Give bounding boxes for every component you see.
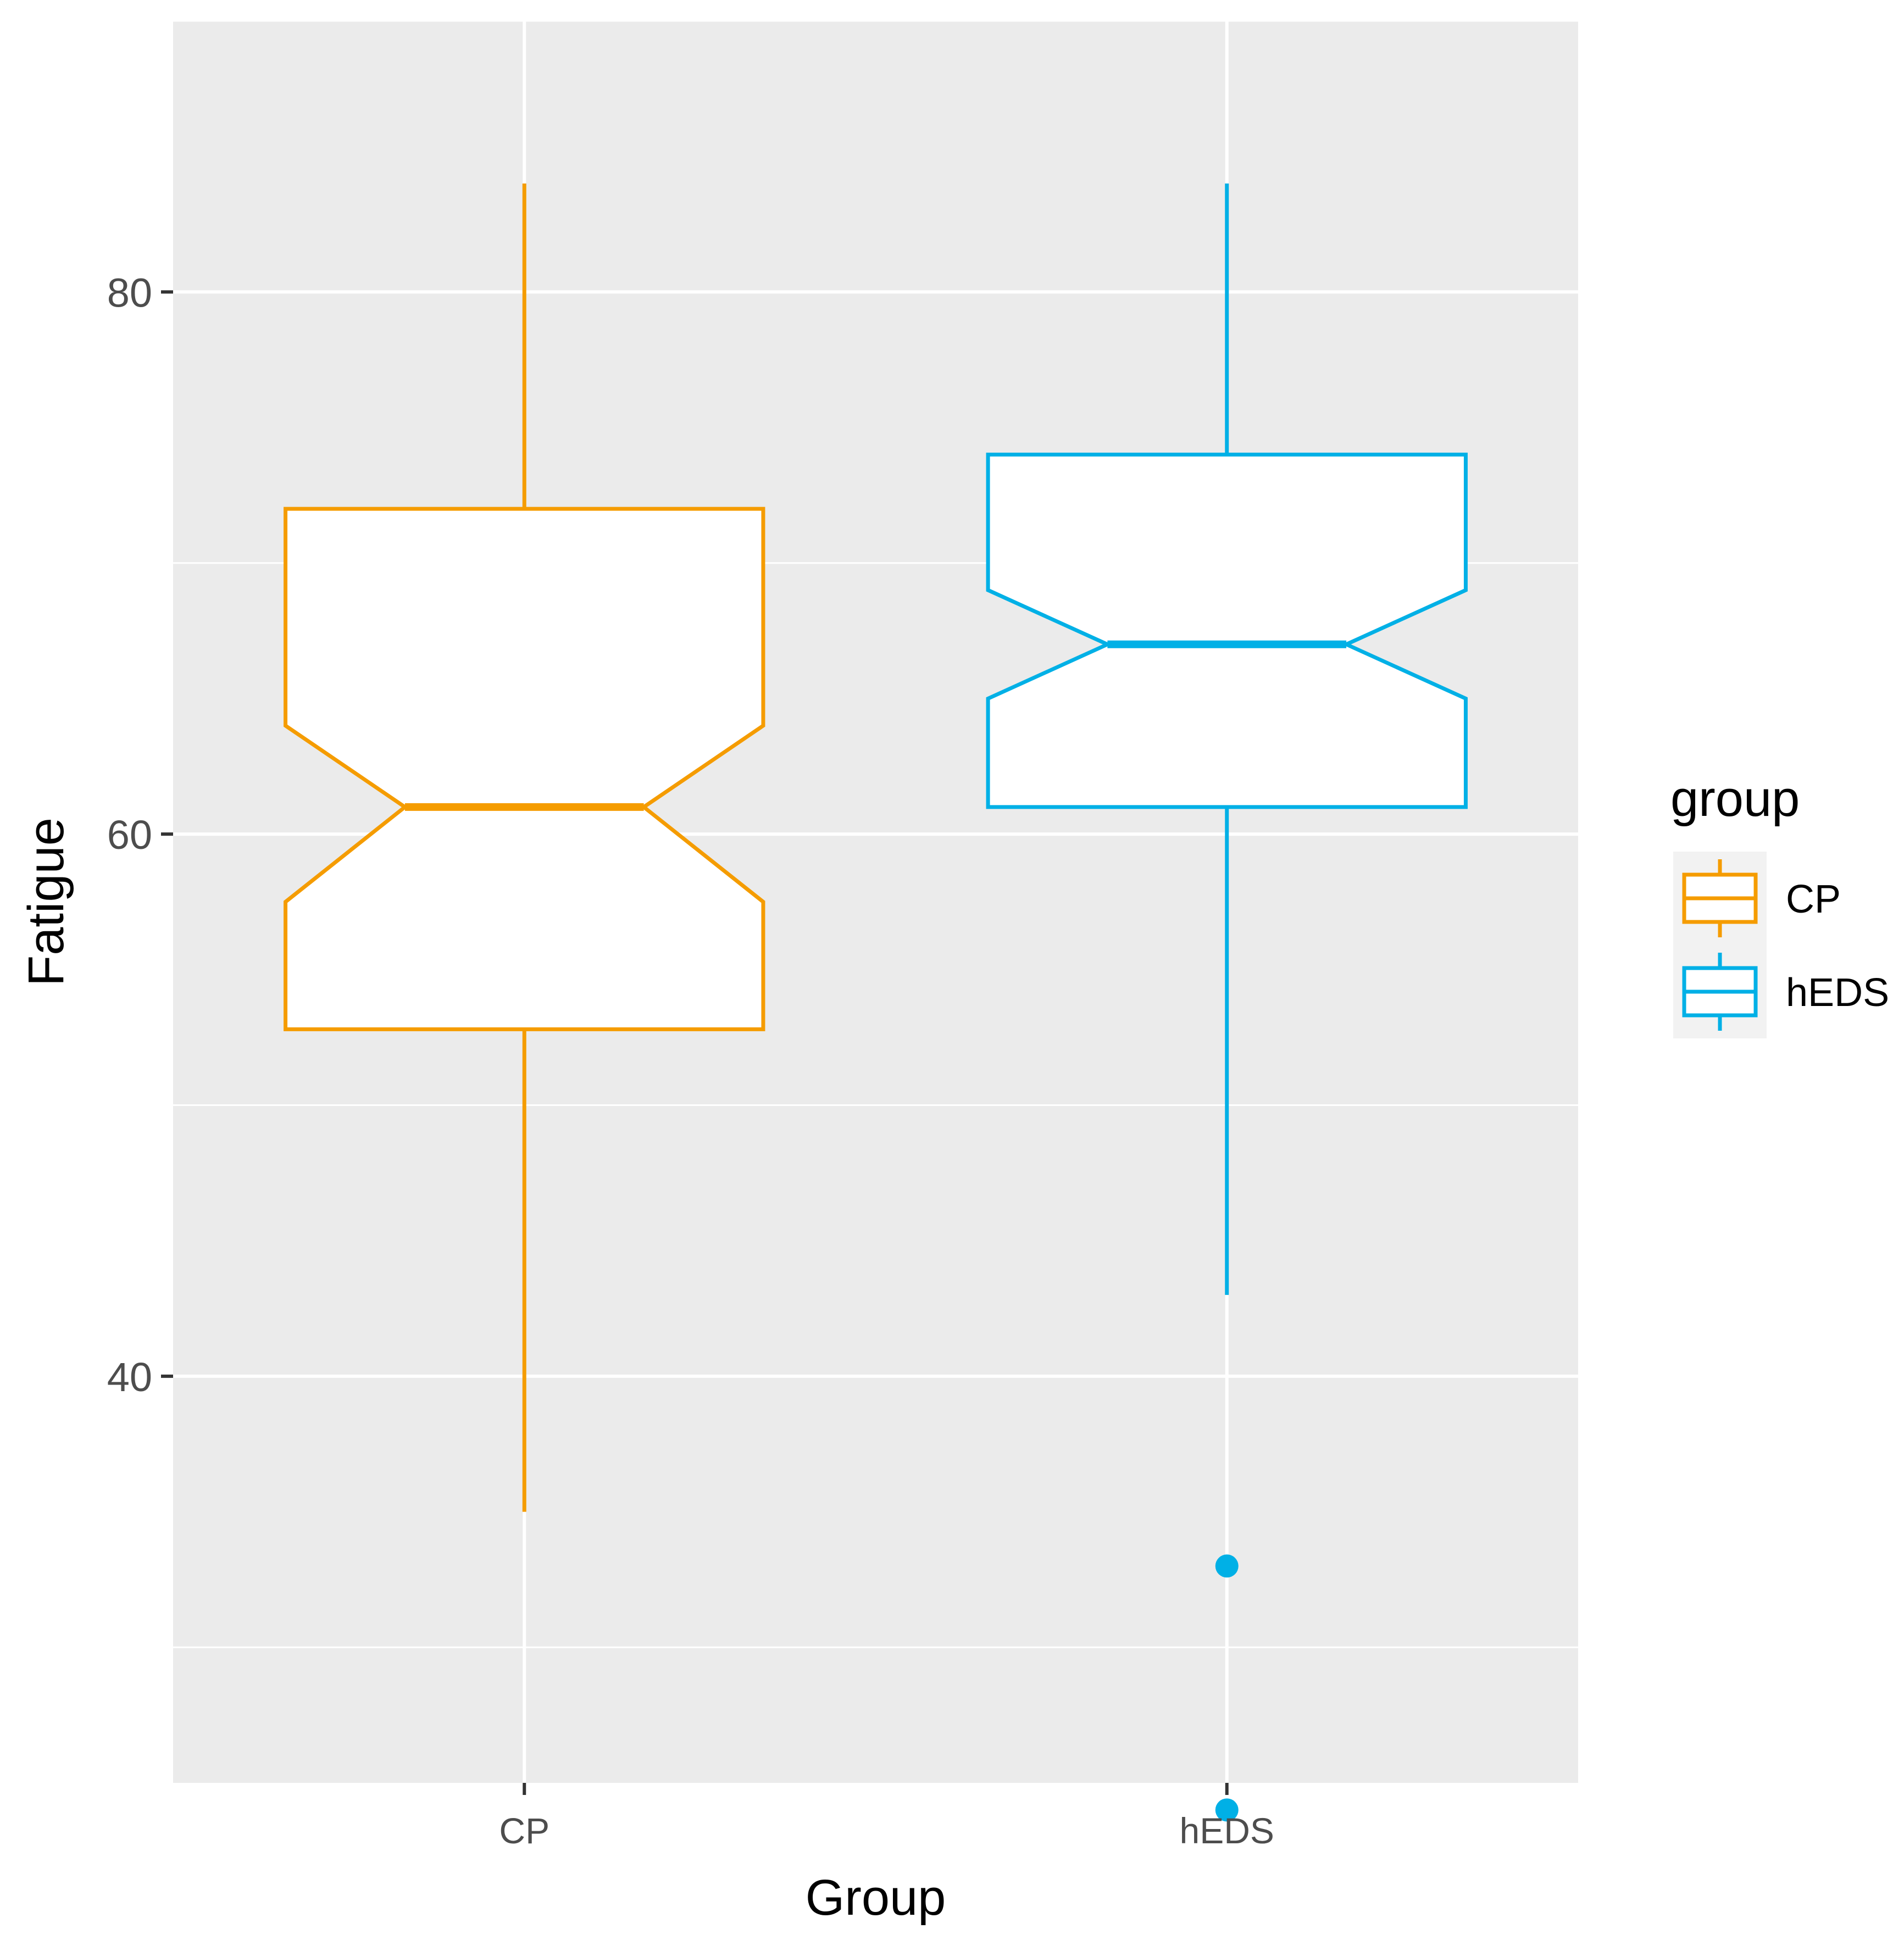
legend-label: hEDS — [1786, 971, 1889, 1015]
legend-title: group — [1670, 771, 1800, 827]
outlier-point — [1215, 1798, 1239, 1822]
x-axis: CP hEDS — [499, 1783, 1274, 1851]
x-tick-label: hEDS — [1180, 1810, 1274, 1851]
box-body — [986, 452, 1468, 809]
box-body — [284, 507, 765, 1031]
y-tick-label: 60 — [107, 812, 152, 858]
x-tick-label: CP — [499, 1810, 549, 1851]
outlier-point — [1215, 1554, 1239, 1578]
y-axis-title: Fatigue — [18, 818, 74, 986]
legend-entry-CP: CP — [1673, 852, 1841, 945]
box-CP — [284, 184, 765, 1512]
y-axis: 40 60 80 — [107, 270, 173, 1400]
box-hEDS — [986, 184, 1468, 1822]
y-tick-label: 80 — [107, 270, 152, 315]
legend-label: CP — [1786, 877, 1841, 921]
x-axis-title: Group — [806, 1870, 946, 1926]
legend-entry-hEDS: hEDS — [1673, 945, 1889, 1038]
legend: group CP hEDS — [1670, 771, 1889, 1038]
y-tick-label: 40 — [107, 1354, 152, 1400]
boxes — [284, 184, 1468, 1822]
